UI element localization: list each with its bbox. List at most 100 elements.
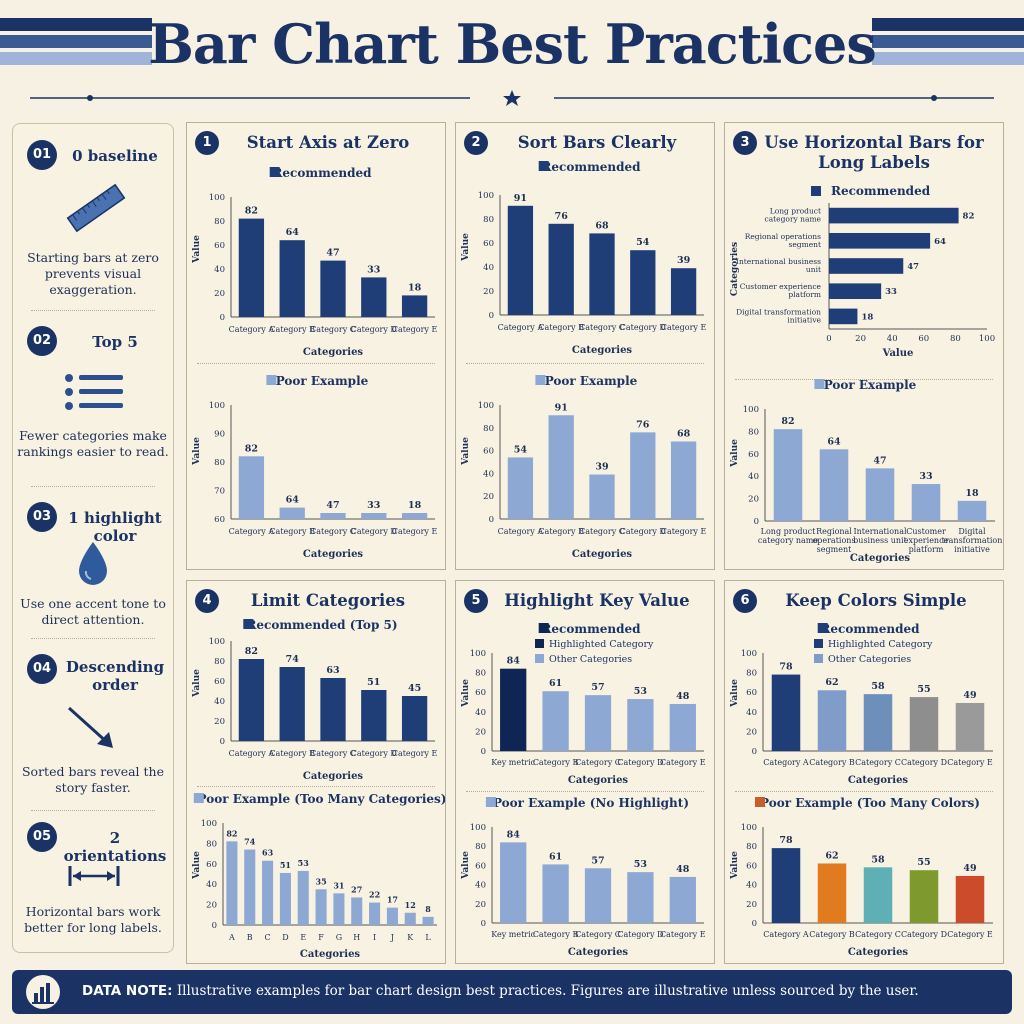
data-label: 76 <box>555 211 569 222</box>
x-tick-label: Category D <box>901 930 947 939</box>
sidebar-divider <box>31 810 155 811</box>
bar <box>422 916 434 925</box>
x-tick-label: Digital transformation initiative <box>942 527 1003 554</box>
data-label: 82 <box>226 828 237 838</box>
data-label: 62 <box>825 677 838 688</box>
legend-label: Poor Example <box>276 374 369 388</box>
data-label: 17 <box>387 895 398 905</box>
bar <box>627 872 654 923</box>
x-tick-label: Category D <box>617 930 663 939</box>
bar <box>955 702 985 751</box>
x-tick-label: Regional operations segment <box>812 527 855 554</box>
data-label: 18 <box>965 488 979 499</box>
y-tick-label: 20 <box>483 492 494 502</box>
data-label: 45 <box>408 683 421 694</box>
x-tick-label: B <box>247 933 253 942</box>
x-axis-label: Categories <box>572 549 633 560</box>
legend-swatch <box>193 793 204 803</box>
legend-swatch <box>538 623 549 633</box>
chart-recommended: Recommended (Top 5) 0 20 40 60 80 100 Value 82 Ca… <box>192 618 438 782</box>
data-label: 57 <box>591 682 604 693</box>
x-tick-label: Category D <box>351 527 397 536</box>
bar <box>773 429 803 521</box>
bar <box>829 207 959 224</box>
data-note-text: DATA NOTE: Illustrative examples for bar… <box>82 983 919 999</box>
legend-swatch <box>814 379 825 389</box>
legend-label: Recommended <box>820 622 920 636</box>
bar <box>817 690 847 751</box>
y-tick-label: 80 <box>746 842 757 852</box>
chart-poor-example: Poor Example (Too Many Colors) 0 20 40 60 80 1… <box>730 796 993 958</box>
y-tick-label: 60 <box>475 861 486 871</box>
data-label: 33 <box>367 500 380 511</box>
y-tick-label: Regional operations segment <box>745 232 821 249</box>
bar <box>401 295 428 317</box>
bar <box>279 872 291 925</box>
data-label: 64 <box>286 227 300 238</box>
data-label: 27 <box>351 884 362 894</box>
y-tick-label: 40 <box>475 881 486 891</box>
sidebar-divider <box>31 638 155 639</box>
data-label: 39 <box>595 462 609 473</box>
y-axis-label: Value <box>192 437 202 466</box>
legend-swatch <box>485 797 496 807</box>
panel-divider <box>197 786 435 787</box>
data-label: 61 <box>549 678 562 689</box>
y-tick-label: 20 <box>483 287 494 297</box>
bar <box>351 897 363 925</box>
bar <box>865 468 895 521</box>
y-tick-label: 40 <box>746 708 757 718</box>
data-note-body: Illustrative examples for bar chart desi… <box>176 983 919 999</box>
legend-swatch <box>538 161 549 171</box>
y-tick-label: 100 <box>478 191 494 201</box>
sidebar-item-text: Sorted bars reveal the story faster. <box>21 764 164 795</box>
panel-number: 3 <box>733 131 757 155</box>
x-tick-label: Category A <box>229 749 275 758</box>
x-tick-label: E <box>300 933 306 942</box>
x-axis-label: Categories <box>303 771 364 782</box>
bar <box>238 218 265 317</box>
x-tick-label: K <box>407 933 414 942</box>
x-tick-label: Category D <box>620 527 666 536</box>
y-axis-label: Value <box>192 669 202 698</box>
bar <box>279 667 305 741</box>
y-tick-label: 20 <box>214 717 225 727</box>
x-axis-label: Categories <box>568 947 629 958</box>
y-tick-label: 40 <box>214 265 225 275</box>
y-axis-label: Value <box>730 851 740 880</box>
y-tick-label: 100 <box>209 401 225 411</box>
x-axis-label: Categories <box>300 949 361 960</box>
legend-swatch <box>243 619 254 629</box>
bar <box>369 902 381 925</box>
chart-poor-example: Poor Example 60 70 80 90 100 Value 82 Category A… <box>192 374 438 560</box>
y-tick-label: 80 <box>746 669 757 679</box>
y-tick-label: 90 <box>214 430 225 440</box>
x-tick-label: D <box>282 933 288 942</box>
data-label: 18 <box>861 312 873 322</box>
bar <box>584 868 612 923</box>
data-label: 33 <box>367 264 380 275</box>
legend-swatch <box>811 186 821 196</box>
panel-number: 5 <box>464 589 488 613</box>
legend-swatch <box>535 639 544 648</box>
panel-number: 1 <box>195 131 219 155</box>
chart-poor-example: Poor Example (Too Many Categories) 0 20 40 6… <box>192 792 445 960</box>
data-label: 47 <box>907 262 919 272</box>
x-tick-label: Category B <box>809 930 855 939</box>
x-tick-label: International business unit <box>853 527 907 545</box>
data-label: 35 <box>316 876 327 886</box>
y-axis-label: Value <box>192 235 202 264</box>
bar <box>361 513 387 519</box>
data-label: 53 <box>634 859 647 870</box>
sidebar-item-title: Descending order <box>65 658 165 694</box>
bar <box>548 415 574 519</box>
data-label: 91 <box>514 193 527 204</box>
data-label: 62 <box>825 850 838 861</box>
y-tick-label: 60 <box>214 241 225 251</box>
bar <box>500 842 527 923</box>
panel-number: 4 <box>195 589 219 613</box>
data-label: 54 <box>514 444 528 455</box>
sidebar-item-title: 1 highlight color <box>68 509 162 545</box>
data-label: 64 <box>934 237 946 247</box>
bar <box>238 659 265 741</box>
